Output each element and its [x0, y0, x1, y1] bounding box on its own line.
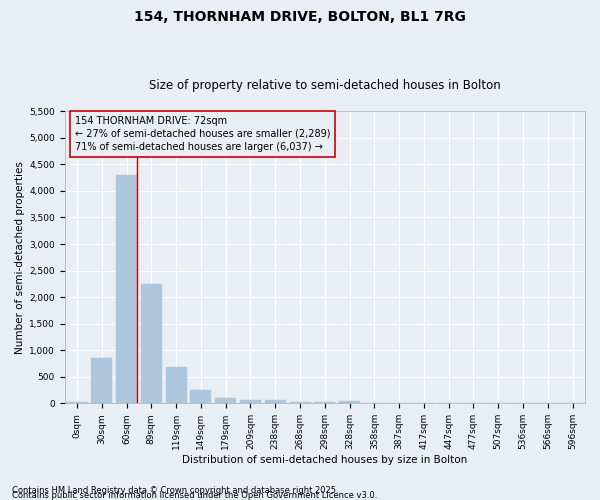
- Text: 154, THORNHAM DRIVE, BOLTON, BL1 7RG: 154, THORNHAM DRIVE, BOLTON, BL1 7RG: [134, 10, 466, 24]
- Bar: [290, 402, 311, 404]
- Bar: [339, 400, 360, 404]
- Bar: [190, 390, 211, 404]
- X-axis label: Distribution of semi-detached houses by size in Bolton: Distribution of semi-detached houses by …: [182, 455, 467, 465]
- Bar: [166, 367, 187, 404]
- Bar: [215, 398, 236, 404]
- Bar: [91, 358, 112, 404]
- Bar: [116, 175, 137, 404]
- Bar: [240, 400, 261, 404]
- Bar: [314, 402, 335, 404]
- Bar: [141, 284, 162, 404]
- Text: Contains public sector information licensed under the Open Government Licence v3: Contains public sector information licen…: [12, 490, 377, 500]
- Bar: [265, 400, 286, 404]
- Y-axis label: Number of semi-detached properties: Number of semi-detached properties: [15, 161, 25, 354]
- Text: 154 THORNHAM DRIVE: 72sqm
← 27% of semi-detached houses are smaller (2,289)
71% : 154 THORNHAM DRIVE: 72sqm ← 27% of semi-…: [75, 116, 331, 152]
- Bar: [67, 402, 88, 404]
- Bar: [364, 403, 385, 404]
- Text: Contains HM Land Registry data © Crown copyright and database right 2025.: Contains HM Land Registry data © Crown c…: [12, 486, 338, 495]
- Title: Size of property relative to semi-detached houses in Bolton: Size of property relative to semi-detach…: [149, 79, 500, 92]
